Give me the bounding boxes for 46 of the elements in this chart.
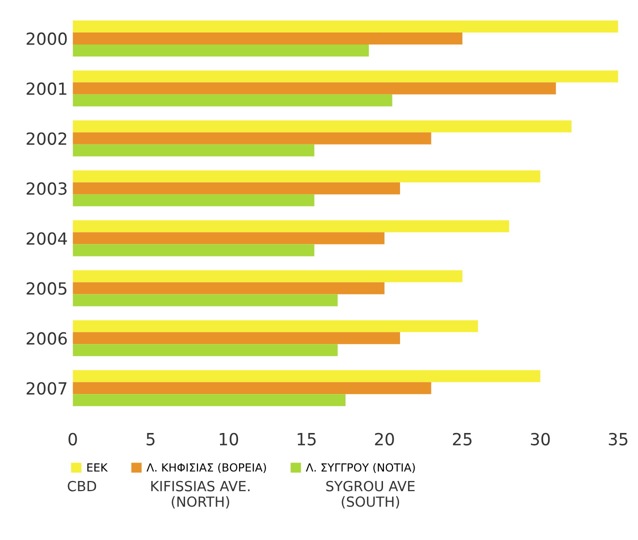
bar	[72, 332, 400, 344]
bar	[72, 194, 314, 206]
bar	[72, 270, 462, 282]
bar	[72, 382, 432, 394]
legend-label: Λ. ΚΗΦΙΣΙΑΣ (ΒΟΡΕΙΑ)	[146, 463, 266, 473]
bar	[72, 182, 400, 194]
x-tick-label: 5	[146, 433, 155, 446]
bar	[72, 20, 618, 32]
bar	[72, 220, 510, 232]
bar	[72, 320, 478, 332]
bar	[72, 344, 338, 356]
bar	[72, 144, 314, 156]
y-tick-label: 2007	[26, 382, 66, 395]
text: SYGROU AVE (SOUTH)	[326, 480, 415, 509]
bar	[72, 282, 384, 294]
text: CBD	[68, 480, 96, 492]
bar	[72, 394, 346, 406]
y-tick-label: 2002	[26, 132, 66, 145]
x-tick-label: 15	[298, 433, 316, 446]
x-tick-label: 20	[375, 432, 394, 446]
y-tick-label: 2003	[26, 182, 67, 195]
legend-label: ΕΕΚ	[87, 463, 108, 472]
bar	[72, 294, 338, 306]
legend-label: Λ. ΣΥΓΓΡΟΥ (ΝΟΤΙΑ)	[306, 463, 415, 473]
bar	[72, 94, 392, 106]
y-tick-label: 2005	[26, 282, 66, 295]
bar	[72, 120, 572, 132]
bar	[72, 70, 618, 82]
bar	[72, 82, 556, 94]
x-tick-label: 30	[530, 432, 550, 446]
bar	[72, 232, 384, 244]
y-tick-label: 2006	[26, 332, 67, 345]
bar	[72, 244, 314, 256]
y-tick-label: 2001	[26, 82, 66, 95]
bar	[72, 44, 369, 56]
y-tick-label: 2000	[26, 32, 67, 46]
bar	[72, 370, 540, 382]
x-tick-label: 35	[608, 432, 628, 446]
bar	[72, 170, 540, 182]
x-tick-label: 0	[68, 432, 77, 446]
y-tick-label: 2004	[26, 232, 67, 245]
bar	[72, 32, 462, 44]
bar	[72, 132, 432, 144]
text: KIFISSIAS AVE. (NORTH)	[151, 480, 250, 509]
x-tick-label: 10	[220, 432, 238, 446]
x-tick-label: 25	[452, 432, 472, 446]
